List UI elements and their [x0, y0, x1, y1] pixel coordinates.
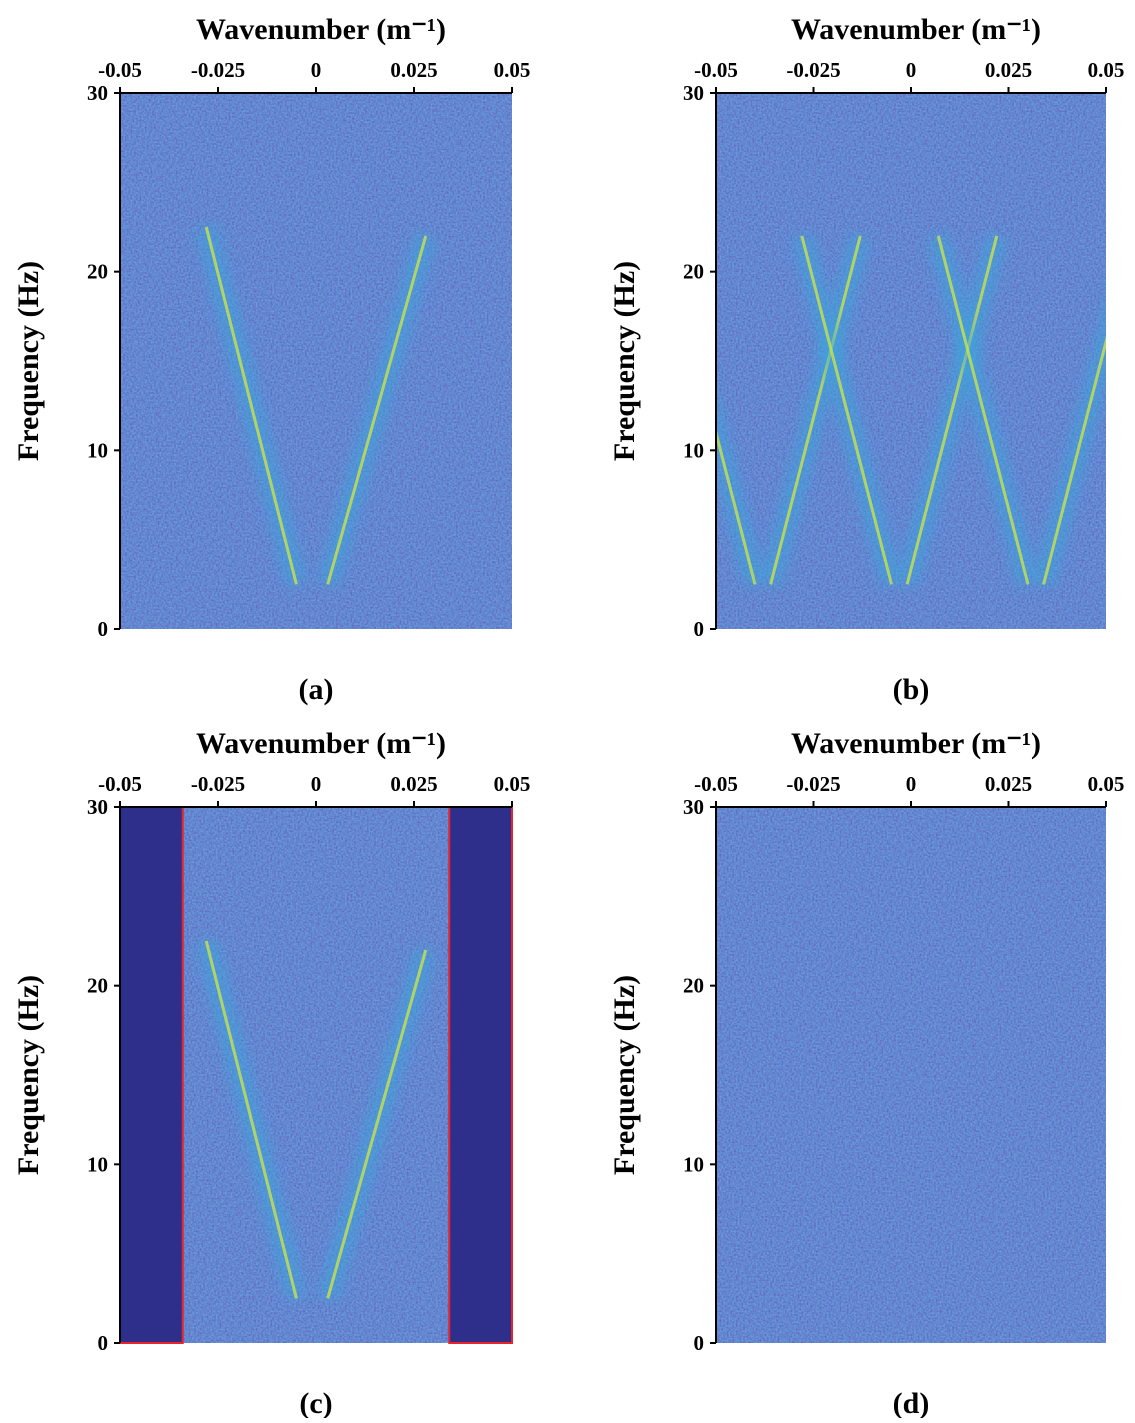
panel: -0.05 -0.025 0 0.025 0.05 0 10 20 30 Wavenumber (… — [12, 727, 531, 1420]
spectral-line — [204, 940, 298, 1299]
y-axis-label: Frequency (Hz) — [608, 975, 641, 1175]
spectral-line — [800, 235, 893, 585]
noise-texture — [120, 93, 512, 629]
y-tick-label: 10 — [683, 1152, 704, 1176]
x-tick-label: -0.025 — [786, 58, 840, 82]
masked-region — [119, 806, 184, 1344]
x-tick-label: 0.025 — [390, 58, 437, 82]
spectral-line — [204, 226, 298, 585]
x-tick-label: -0.05 — [98, 58, 142, 82]
y-tick-label: 30 — [87, 81, 108, 105]
plot-area — [195, 224, 437, 588]
noise-texture — [120, 807, 512, 1343]
y-tick-label: 10 — [87, 1152, 108, 1176]
y-tick-label: 30 — [683, 795, 704, 819]
x-tick-label: 0.05 — [494, 58, 531, 82]
panel-caption: (d) — [893, 1387, 930, 1418]
spectral-line — [716, 426, 757, 585]
masked-region — [448, 806, 513, 1344]
y-axis-label: Frequency (Hz) — [608, 261, 641, 461]
x-axis-label: Wavenumber (m⁻¹) — [196, 727, 446, 760]
x-tick-label: 0.025 — [390, 772, 437, 796]
y-tick-label: 0 — [98, 1331, 109, 1355]
spectral-line — [905, 235, 999, 585]
x-tick-label: 0 — [906, 772, 917, 796]
x-tick-label: 0 — [906, 58, 917, 82]
y-tick-label: 30 — [87, 795, 108, 819]
panel: -0.05 -0.025 0 0.025 0.05 0 10 20 30 Wavenumber (… — [608, 13, 1125, 706]
y-tick-label: 20 — [683, 974, 704, 998]
x-tick-label: 0.025 — [985, 772, 1032, 796]
x-tick-label: -0.05 — [694, 772, 738, 796]
panel-caption: (c) — [299, 1387, 332, 1418]
x-tick-label: -0.025 — [191, 58, 245, 82]
plot-area — [716, 233, 1106, 588]
spectral-line — [1042, 335, 1106, 585]
y-tick-label: 20 — [683, 260, 704, 284]
noise-texture — [716, 807, 1106, 1343]
x-tick-label: 0 — [311, 58, 322, 82]
x-tick-label: 0.025 — [985, 58, 1032, 82]
y-axis-label: Frequency (Hz) — [12, 261, 45, 461]
panel-caption: (a) — [299, 673, 334, 706]
panel-caption: (b) — [893, 673, 930, 706]
x-axis-label: Wavenumber (m⁻¹) — [791, 13, 1041, 46]
x-tick-label: -0.05 — [694, 58, 738, 82]
spectral-line — [769, 235, 862, 585]
x-tick-label: 0.05 — [1088, 772, 1125, 796]
panel: -0.05 -0.025 0 0.025 0.05 0 10 20 30 Wavenumber (… — [608, 727, 1125, 1420]
y-tick-label: 30 — [683, 81, 704, 105]
x-tick-label: 0.05 — [494, 772, 531, 796]
y-tick-label: 0 — [694, 617, 705, 641]
x-tick-label: -0.05 — [98, 772, 142, 796]
x-tick-label: 0.05 — [1088, 58, 1125, 82]
panel: -0.05 -0.025 0 0.025 0.05 0 10 20 30 Wavenumber (… — [12, 13, 530, 706]
y-tick-label: 10 — [87, 438, 108, 462]
spectral-line — [936, 235, 1030, 585]
spectral-line — [326, 949, 428, 1299]
x-axis-label: Wavenumber (m⁻¹) — [196, 13, 446, 46]
x-tick-label: -0.025 — [786, 772, 840, 796]
spectral-line — [326, 235, 428, 585]
x-tick-label: -0.025 — [191, 772, 245, 796]
y-tick-label: 20 — [87, 260, 108, 284]
y-tick-label: 20 — [87, 974, 108, 998]
y-axis-label: Frequency (Hz) — [12, 975, 45, 1175]
y-tick-label: 10 — [683, 438, 704, 462]
y-tick-label: 0 — [98, 617, 109, 641]
x-axis-label: Wavenumber (m⁻¹) — [791, 727, 1041, 760]
x-tick-label: 0 — [311, 772, 322, 796]
y-tick-label: 0 — [694, 1331, 705, 1355]
plot-area — [195, 938, 437, 1302]
